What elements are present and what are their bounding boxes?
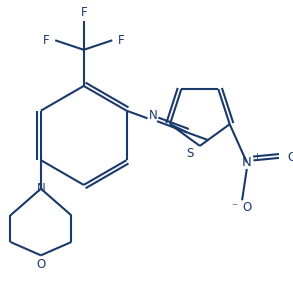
Text: N: N (242, 156, 252, 169)
Text: F: F (80, 6, 87, 19)
Text: O: O (36, 258, 45, 271)
Text: N: N (149, 109, 158, 122)
Text: O: O (242, 202, 251, 214)
Text: S: S (187, 147, 194, 160)
Text: N: N (37, 182, 45, 195)
Text: +: + (253, 152, 260, 161)
Text: F: F (117, 34, 124, 47)
Text: F: F (43, 34, 50, 47)
Text: O: O (287, 151, 293, 164)
Text: ⁻: ⁻ (231, 202, 238, 214)
